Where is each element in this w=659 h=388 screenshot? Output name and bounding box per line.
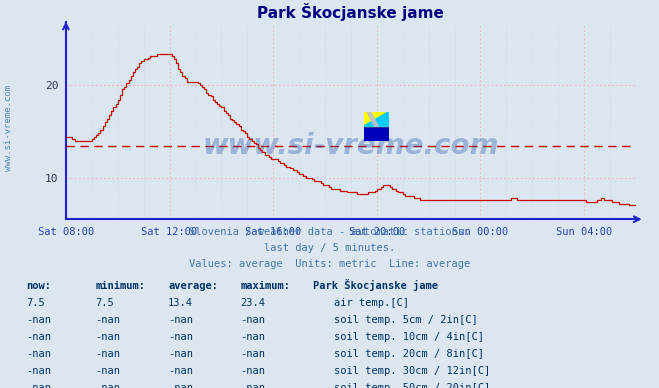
Text: 23.4: 23.4: [241, 298, 266, 308]
Text: -nan: -nan: [96, 366, 121, 376]
Text: soil temp. 10cm / 4in[C]: soil temp. 10cm / 4in[C]: [334, 332, 484, 342]
Text: Slovenia / weather data - automatic stations.: Slovenia / weather data - automatic stat…: [189, 227, 470, 237]
Text: soil temp. 5cm / 2in[C]: soil temp. 5cm / 2in[C]: [334, 315, 478, 325]
Text: soil temp. 50cm / 20in[C]: soil temp. 50cm / 20in[C]: [334, 383, 490, 388]
Text: -nan: -nan: [241, 349, 266, 359]
Polygon shape: [364, 112, 389, 126]
Text: -nan: -nan: [241, 332, 266, 342]
Text: soil temp. 30cm / 12in[C]: soil temp. 30cm / 12in[C]: [334, 366, 490, 376]
Text: -nan: -nan: [241, 383, 266, 388]
Text: soil temp. 20cm / 8in[C]: soil temp. 20cm / 8in[C]: [334, 349, 484, 359]
Title: Park Škocjanske jame: Park Škocjanske jame: [258, 3, 444, 21]
Text: -nan: -nan: [26, 366, 51, 376]
Text: air temp.[C]: air temp.[C]: [334, 298, 409, 308]
Text: -nan: -nan: [168, 315, 193, 325]
Text: www.si-vreme.com: www.si-vreme.com: [203, 132, 499, 159]
Text: -nan: -nan: [96, 349, 121, 359]
Text: www.si-vreme.com: www.si-vreme.com: [4, 85, 13, 171]
Text: -nan: -nan: [96, 332, 121, 342]
Text: -nan: -nan: [26, 315, 51, 325]
Text: -nan: -nan: [26, 349, 51, 359]
Text: -nan: -nan: [168, 383, 193, 388]
Text: -nan: -nan: [241, 315, 266, 325]
Text: Park Škocjanske jame: Park Škocjanske jame: [313, 279, 438, 291]
Text: -nan: -nan: [26, 383, 51, 388]
Text: -nan: -nan: [168, 332, 193, 342]
Text: now:: now:: [26, 281, 51, 291]
Text: 7.5: 7.5: [26, 298, 45, 308]
Text: -nan: -nan: [26, 332, 51, 342]
Text: -nan: -nan: [168, 349, 193, 359]
Text: 7.5: 7.5: [96, 298, 114, 308]
Text: -nan: -nan: [168, 366, 193, 376]
Text: last day / 5 minutes.: last day / 5 minutes.: [264, 243, 395, 253]
Text: -nan: -nan: [241, 366, 266, 376]
Bar: [364, 126, 389, 141]
Text: minimum:: minimum:: [96, 281, 146, 291]
Text: maximum:: maximum:: [241, 281, 291, 291]
Polygon shape: [367, 112, 378, 126]
Text: average:: average:: [168, 281, 218, 291]
Polygon shape: [364, 112, 389, 126]
Text: -nan: -nan: [96, 383, 121, 388]
Text: -nan: -nan: [96, 315, 121, 325]
Text: Values: average  Units: metric  Line: average: Values: average Units: metric Line: aver…: [189, 259, 470, 269]
Text: 13.4: 13.4: [168, 298, 193, 308]
